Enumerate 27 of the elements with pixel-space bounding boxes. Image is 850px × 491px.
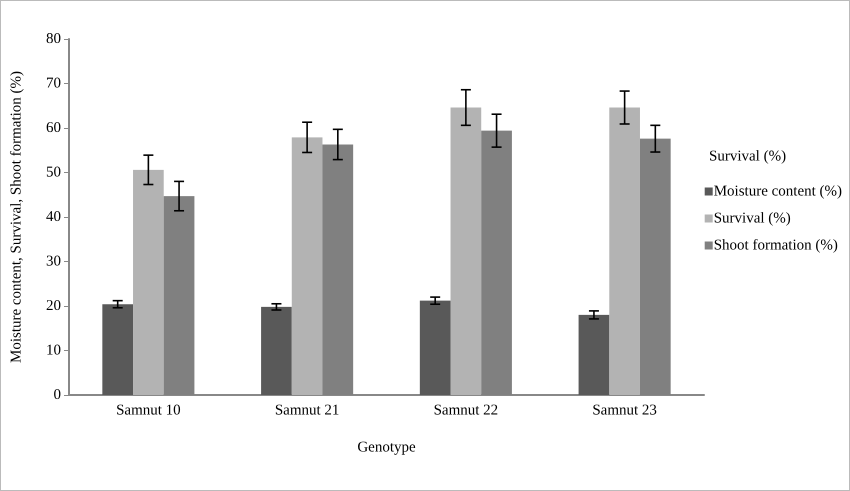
y-tick-label: 30 bbox=[46, 254, 61, 270]
y-tick-label: 40 bbox=[46, 209, 61, 225]
bar bbox=[450, 108, 482, 395]
y-tick-label: 80 bbox=[46, 31, 61, 47]
y-tick-label: 20 bbox=[46, 298, 61, 314]
legend-label: Survival (%) bbox=[714, 210, 791, 226]
y-axis-title: Moisture content, Survival, Shoot formation (%) bbox=[8, 70, 24, 364]
y-tick-label: 10 bbox=[46, 342, 61, 358]
x-tick-label: Samnut 23 bbox=[592, 402, 657, 418]
text: Survival (%) bbox=[709, 148, 786, 164]
bar bbox=[133, 170, 164, 395]
bar bbox=[261, 306, 292, 395]
y-tick-label: 70 bbox=[46, 76, 61, 92]
legend-label: Moisture content (%) bbox=[714, 184, 842, 200]
bar bbox=[578, 314, 610, 395]
y-tick-label: 60 bbox=[46, 120, 61, 136]
bar bbox=[609, 108, 640, 395]
x-axis-title: Genotype bbox=[357, 440, 416, 456]
x-tick-label: Samnut 21 bbox=[274, 402, 340, 418]
bar bbox=[102, 304, 134, 395]
x-tick-label: Samnut 10 bbox=[116, 402, 181, 418]
y-tick-label: 0 bbox=[54, 387, 61, 403]
bar bbox=[420, 300, 451, 395]
x-tick-label: Samnut 22 bbox=[434, 402, 498, 418]
y-tick-label: 50 bbox=[46, 164, 61, 180]
legend-label: Shoot formation (%) bbox=[714, 238, 838, 254]
bar bbox=[292, 137, 322, 395]
